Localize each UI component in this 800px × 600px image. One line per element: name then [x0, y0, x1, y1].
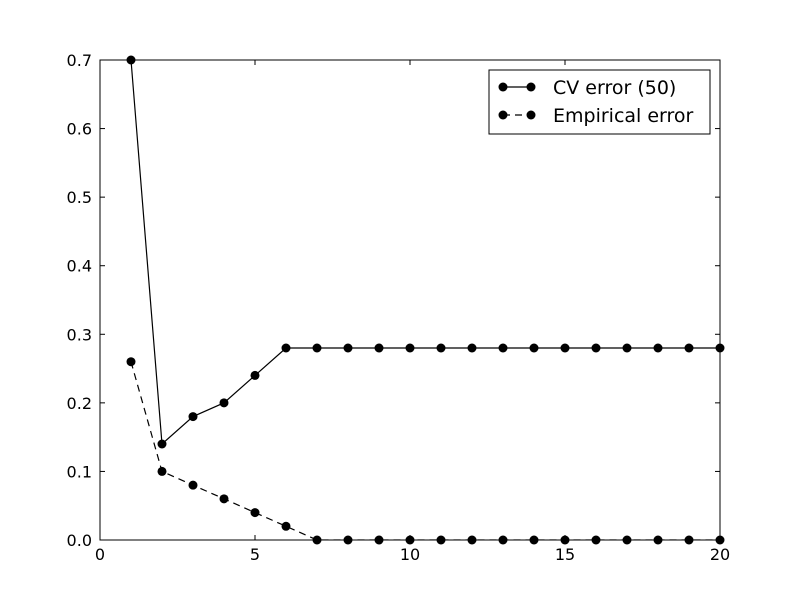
y-tick-label: 0.7	[67, 51, 92, 70]
series-line-cv-error	[130, 60, 720, 446]
legend-label: Empirical error	[553, 105, 694, 127]
y-tick-label: 0.0	[67, 531, 92, 550]
y-tick-label: 0.3	[67, 325, 92, 344]
data-point	[250, 370, 260, 380]
y-tick-label: 0.1	[67, 462, 92, 481]
data-point	[436, 343, 446, 353]
y-tick-label: 0.4	[67, 257, 92, 276]
ticks-layer	[99, 59, 721, 541]
data-point	[219, 398, 229, 408]
data-point	[312, 343, 322, 353]
data-point	[560, 343, 570, 353]
data-point	[405, 343, 415, 353]
data-point	[467, 343, 477, 353]
legend-marker	[498, 82, 508, 92]
y-tick-label: 0.5	[67, 188, 92, 207]
y-tick-label: 0.2	[67, 394, 92, 413]
x-tick-label: 15	[555, 545, 575, 564]
series-layer	[130, 60, 720, 540]
data-point	[157, 439, 167, 449]
x-tick-label: 10	[400, 545, 420, 564]
x-tick-label: 0	[95, 545, 105, 564]
y-tick-label: 0.6	[67, 120, 92, 139]
data-point	[281, 343, 291, 353]
data-point	[188, 480, 198, 490]
legend-marker	[498, 110, 508, 120]
data-point	[157, 466, 167, 476]
data-point	[188, 412, 198, 422]
data-point	[374, 343, 384, 353]
legend-box	[488, 69, 711, 135]
plot-area	[100, 60, 720, 540]
data-point	[653, 343, 663, 353]
legend: CV error (50) Empirical error	[488, 69, 711, 135]
tick-labels: 0 5 10 15 20 0.0 0.1 0.2 0.3 0.4 0.5 0.6 0.7	[67, 51, 731, 564]
data-point	[684, 343, 694, 353]
legend-label: CV error (50)	[553, 77, 676, 99]
x-tick-label: 20	[710, 545, 730, 564]
x-tick-label: 5	[250, 545, 260, 564]
data-point	[591, 343, 601, 353]
data-point	[529, 343, 539, 353]
data-point	[126, 357, 136, 367]
legend-marker	[526, 110, 536, 120]
data-point	[622, 343, 632, 353]
data-point	[343, 343, 353, 353]
data-point	[219, 494, 229, 504]
legend-marker	[526, 82, 536, 92]
data-point	[281, 521, 291, 531]
data-point	[498, 343, 508, 353]
data-point	[250, 508, 260, 518]
